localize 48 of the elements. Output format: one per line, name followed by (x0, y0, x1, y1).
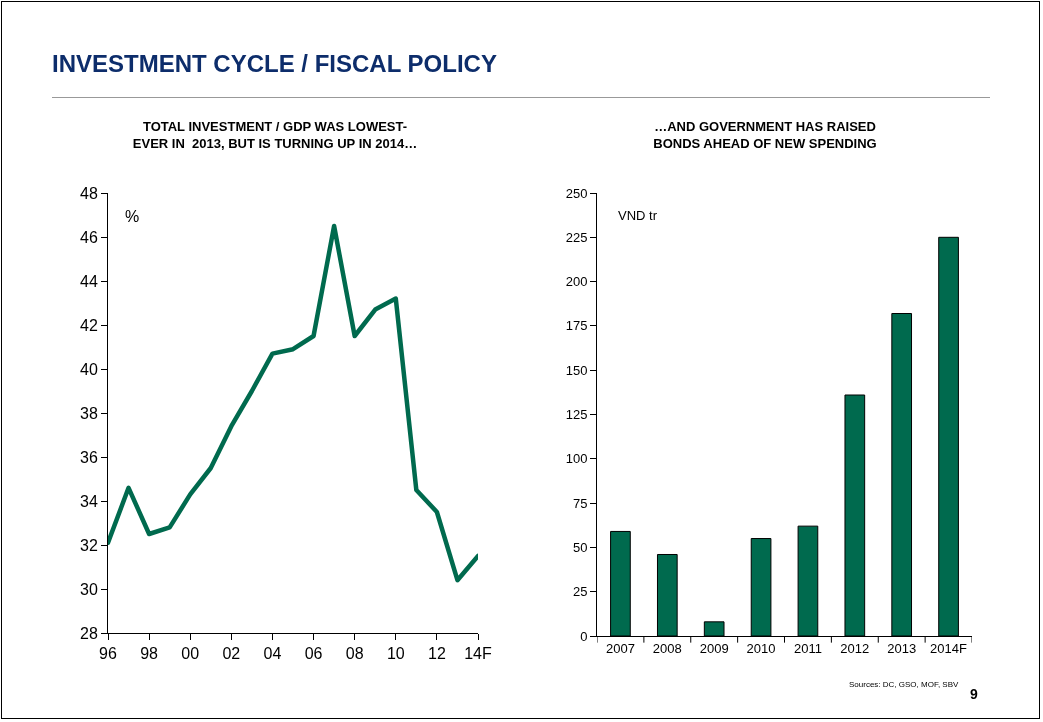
y-tick-label: 36 (80, 448, 98, 466)
y-axis-title: VND tr (618, 208, 658, 223)
text: 9 (970, 686, 978, 702)
x-tick-label: 2009 (699, 640, 729, 656)
chart-title: …AND GOVERNMENT HAS RAISED BONDS AHEAD OF NEW SPENDING (653, 119, 877, 152)
y-tick-label: 150 (565, 362, 588, 378)
y-tick-label: 46 (80, 228, 98, 246)
y-tick-label: 30 (80, 580, 98, 598)
line-series (108, 223, 478, 583)
y-tick-label: 125 (565, 407, 588, 423)
x-tick-label: 2014F (930, 640, 968, 656)
x-tick-label: 96 (99, 645, 117, 663)
x-tick-label: 04 (263, 645, 282, 663)
x-tick-label: 2012 (840, 640, 870, 656)
y-tick-label: 42 (80, 316, 98, 334)
x-tick-label: 10 (386, 645, 405, 663)
x-tick-label: 02 (222, 645, 241, 663)
y-tick-label: 250 (565, 185, 588, 201)
x-tick-label: 2011 (793, 640, 822, 656)
y-tick-label: 200 (565, 274, 588, 290)
y-tick-label: 225 (565, 229, 588, 245)
text: INVESTMENT CYCLE / FISCAL POLICY (52, 50, 497, 78)
x-tick-label: 98 (140, 645, 159, 663)
y-tick-label: 175 (565, 318, 588, 334)
y-axis-title: % (125, 208, 140, 225)
y-tick-label: 75 (572, 495, 588, 511)
y-tick-label: 25 (572, 584, 588, 600)
x-tick-label: 12 (427, 645, 446, 663)
x-tick-label: 2008 (652, 640, 682, 656)
y-tick-label: 44 (80, 272, 98, 290)
y-tick-label: 50 (572, 539, 588, 555)
x-tick-label: 06 (304, 645, 323, 663)
y-tick-label: 34 (80, 492, 98, 510)
y-tick-label: 38 (80, 404, 98, 422)
y-tick-label: 100 (565, 451, 588, 467)
y-tick-label: 40 (80, 360, 98, 378)
x-tick-label: 2010 (746, 640, 776, 656)
x-tick-label: 2007 (605, 640, 635, 656)
y-tick-label: 48 (80, 184, 98, 202)
chart-title: TOTAL INVESTMENT / GDP WAS LOWEST- EVER IN 2013, BUT IS TURNING UP IN 2014… (132, 119, 418, 152)
x-tick-label: 2013 (887, 640, 917, 656)
x-tick-label: 14F (464, 645, 493, 663)
source-note: Sources: DC, GSO, MOF, SBV (849, 680, 960, 689)
x-tick-label: 08 (345, 645, 364, 663)
y-tick-label: 0 (580, 628, 588, 644)
x-tick-label: 00 (181, 645, 200, 663)
y-tick-label: 32 (80, 536, 98, 554)
y-tick-label: 28 (80, 624, 98, 642)
